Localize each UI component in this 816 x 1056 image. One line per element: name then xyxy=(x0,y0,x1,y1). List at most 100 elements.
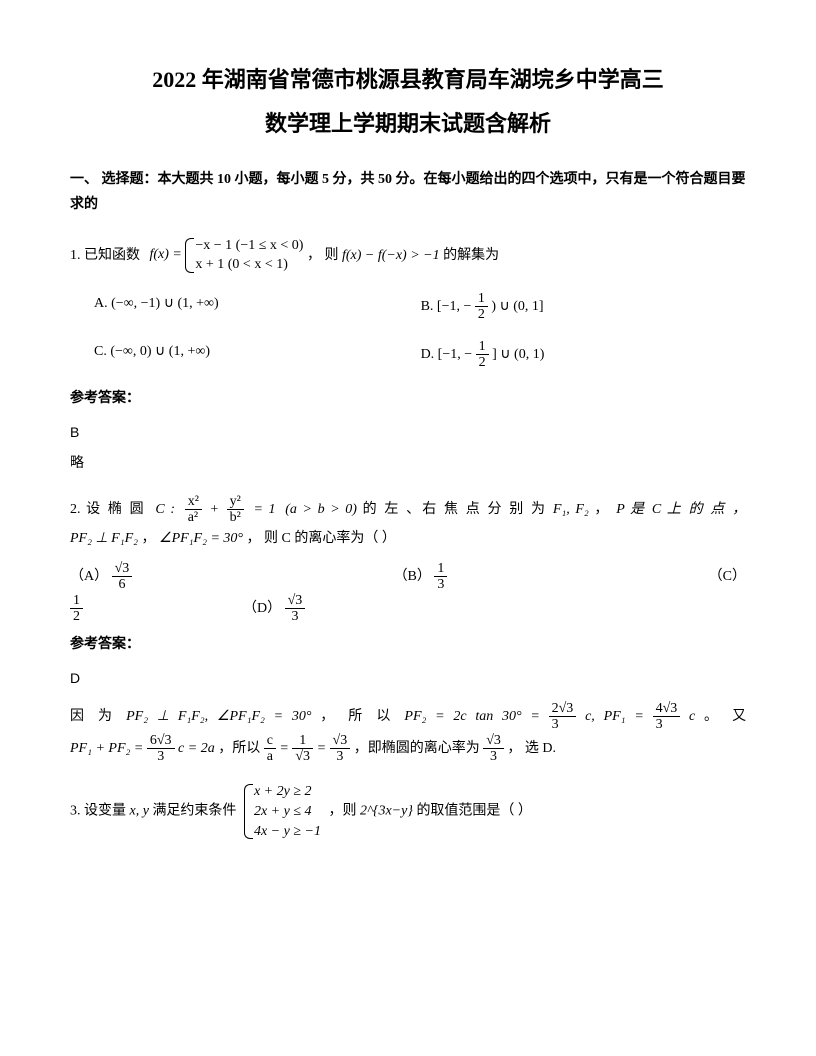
q3-label: 3. 设变量 xyxy=(70,804,126,819)
q2-cond: (a > b > 0) xyxy=(285,502,357,517)
q3-c1: x + 2y ≥ 2 xyxy=(254,782,321,802)
q2-pf1-num: 4√3 xyxy=(653,701,681,717)
q2-e-num: √3 xyxy=(483,733,504,749)
q2-sum-den: 3 xyxy=(147,749,175,764)
q2-opt-d-label: （D） xyxy=(243,601,281,616)
q1-opt-d-post: ] ∪ (0, 1) xyxy=(492,347,544,362)
q2-comma: ， xyxy=(594,502,610,517)
q2-ca-mid-den: √3 xyxy=(292,749,313,764)
question-3: 3. 设变量 x, y 满足约束条件 x + 2y ≥ 2 2x + y ≤ 4… xyxy=(70,782,746,841)
q2-options-row1: （A） √3 6 （B） 1 3 （C） xyxy=(70,561,746,593)
q1-opt-b-num: 1 xyxy=(475,291,488,307)
q3-satisfy: 满足约束条件 xyxy=(152,804,236,819)
q2-opt-d-den: 3 xyxy=(285,609,306,624)
q3-then: ，则 xyxy=(328,804,356,819)
q2-ca-lhs-num: c xyxy=(264,733,276,749)
q2-comma2: ， xyxy=(142,531,156,546)
q1-opt-a: A. (−∞, −1) ∪ (1, +∞) xyxy=(94,291,395,323)
q2-explain-line1: 因 为 PF₂ ⊥ F₁F₂, ∠PF₁F₂ = 30° ， 所 以 PF₂ =… xyxy=(70,701,746,733)
q3-c2: 2x + y ≤ 4 xyxy=(254,802,321,822)
q2-sum-frac: 6√3 3 xyxy=(147,733,175,765)
q1-stem: 1. 已知函数 f(x) = −x − 1 (−1 ≤ x < 0) x + 1… xyxy=(70,236,746,275)
q2-label: 2. 设 椭 圆 xyxy=(70,502,146,517)
q1-piece1: −x − 1 (−1 ≤ x < 0) xyxy=(195,236,303,256)
q2-frac2-den: b² xyxy=(227,510,244,525)
q2-exp-so: ， 所 以 xyxy=(320,709,395,724)
q1-opt-c: C. (−∞, 0) ∪ (1, +∞) xyxy=(94,339,395,371)
q2-then: ， 则 C 的离心率为（ ） xyxy=(247,531,396,546)
q1-opt-b: B. [−1, − 1 2 ) ∪ (0, 1] xyxy=(421,291,722,323)
q2-sum-num: 6√3 xyxy=(147,733,175,749)
q2-dot-you: 。 又 xyxy=(704,709,746,724)
q2-stem-line1: 2. 设 椭 圆 C : x² a² + y² b² = 1 (a > b > … xyxy=(70,494,746,526)
q1-opt-d-num: 1 xyxy=(476,339,489,355)
q3-constraints: x + 2y ≥ 2 2x + y ≤ 4 4x − y ≥ −1 xyxy=(244,782,321,841)
q2-opt-b-label: （B） xyxy=(394,569,431,584)
q2-frac1: x² a² xyxy=(185,494,202,526)
q2-ca-rhs-den: 3 xyxy=(330,749,351,764)
q1-opt-b-den: 2 xyxy=(475,307,488,322)
q2-opt-d-frac: √3 3 xyxy=(285,593,306,625)
q2-pf2-frac: 2√3 3 xyxy=(549,701,577,733)
q2-pf2-c: c, PF₁ = xyxy=(585,709,644,724)
q2-answer-label: 参考答案： xyxy=(70,632,746,657)
q2-opt-a-den: 6 xyxy=(112,577,133,592)
q3-expr: 2^{3x−y} xyxy=(360,804,413,819)
q1-opt-d-pre: D. [−1, − xyxy=(421,347,473,362)
q2-pf2-den: 3 xyxy=(549,717,577,732)
q2-plus: + xyxy=(210,502,219,517)
q2-pf1-den: 3 xyxy=(653,717,681,732)
q2-opt-c-den: 2 xyxy=(70,609,83,624)
doc-title-line2: 数学理上学期期末试题含解析 xyxy=(70,104,746,144)
q2-pf1-c: c xyxy=(689,709,695,724)
q2-opt-a-frac: √3 6 xyxy=(112,561,133,593)
q2-sum-lhs: PF₁ + PF₂ = xyxy=(70,741,143,756)
q1-answer-label: 参考答案： xyxy=(70,386,746,411)
q2-frac2: y² b² xyxy=(227,494,244,526)
q2-frac1-den: a² xyxy=(185,510,202,525)
q1-opt-d: D. [−1, − 1 2 ] ∪ (0, 1) xyxy=(421,339,722,371)
q3-tail: 的取值范围是（ ） xyxy=(416,804,532,819)
q2-opt-d-num: √3 xyxy=(285,593,306,609)
q1-options-row2: C. (−∞, 0) ∪ (1, +∞) D. [−1, − 1 2 ] ∪ (… xyxy=(70,339,746,371)
q2-ellipse-c: C : xyxy=(155,502,175,517)
q3-xy: x, y xyxy=(130,804,149,819)
doc-title-line1: 2022 年湖南省常德市桃源县教育局车湖垸乡中学高三 xyxy=(70,60,746,100)
q2-tail: ，即椭圆的离心率为 xyxy=(354,741,480,756)
q2-exp-cond: PF₂ ⊥ F₁F₂, ∠PF₁F₂ = 30° xyxy=(126,709,311,724)
q2-explain-line2: PF₁ + PF₂ = 6√3 3 c = 2a ，所以 c a = 1 √3 … xyxy=(70,733,746,765)
q2-ca-lhs: c a xyxy=(264,733,276,765)
q2-sum-tail: c = 2a xyxy=(178,741,215,756)
q1-tail: 的解集为 xyxy=(443,247,499,262)
q2-opt-d: （D） √3 3 xyxy=(243,593,305,625)
q1-answer: B xyxy=(70,420,746,445)
q1-opt-b-frac: 1 2 xyxy=(475,291,488,323)
q2-eq-b: = xyxy=(317,741,326,756)
q2-ca-rhs-num: √3 xyxy=(330,733,351,749)
q1-options-row1: A. (−∞, −1) ∪ (1, +∞) B. [−1, − 1 2 ) ∪ … xyxy=(70,291,746,323)
q2-opt-a-num: √3 xyxy=(112,561,133,577)
q2-text1: 的 左 、右 焦 点 分 别 为 xyxy=(363,502,548,517)
q2-opt-c-label-only: （C） xyxy=(709,564,746,589)
q1-label: 1. 已知函数 xyxy=(70,247,140,262)
q2-frac2-num: y² xyxy=(227,494,244,510)
q2-select: ， 选 D. xyxy=(507,741,556,756)
q2-foci: F₁, F₂ xyxy=(553,502,589,517)
q2-opt-c-frac: 1 2 xyxy=(70,593,83,625)
q3-c3: 4x − y ≥ −1 xyxy=(254,822,321,842)
question-1: 1. 已知函数 f(x) = −x − 1 (−1 ≤ x < 0) x + 1… xyxy=(70,236,746,476)
q2-ca-rhs: √3 3 xyxy=(330,733,351,765)
q2-P-is: P 是 C 上 的 点 ， xyxy=(616,502,746,517)
q2-frac1-num: x² xyxy=(185,494,202,510)
q2-opt-a: （A） √3 6 xyxy=(70,561,132,593)
q2-pf2-eq: PF₂ = 2c tan 30° = xyxy=(404,709,539,724)
q2-perp: PF₂ ⊥ F₁F₂ xyxy=(70,531,138,546)
q2-opt-c-num: 1 xyxy=(70,593,83,609)
q2-ca-mid: 1 √3 xyxy=(292,733,313,765)
q1-opt-b-post: ) ∪ (0, 1] xyxy=(491,299,543,314)
q2-pf2-num: 2√3 xyxy=(549,701,577,717)
q2-opt-b-den: 3 xyxy=(434,577,447,592)
q2-opt-b-frac: 1 3 xyxy=(434,561,447,593)
q1-ineq: f(x) − f(−x) > −1 xyxy=(342,247,440,262)
q2-opt-b-num: 1 xyxy=(434,561,447,577)
